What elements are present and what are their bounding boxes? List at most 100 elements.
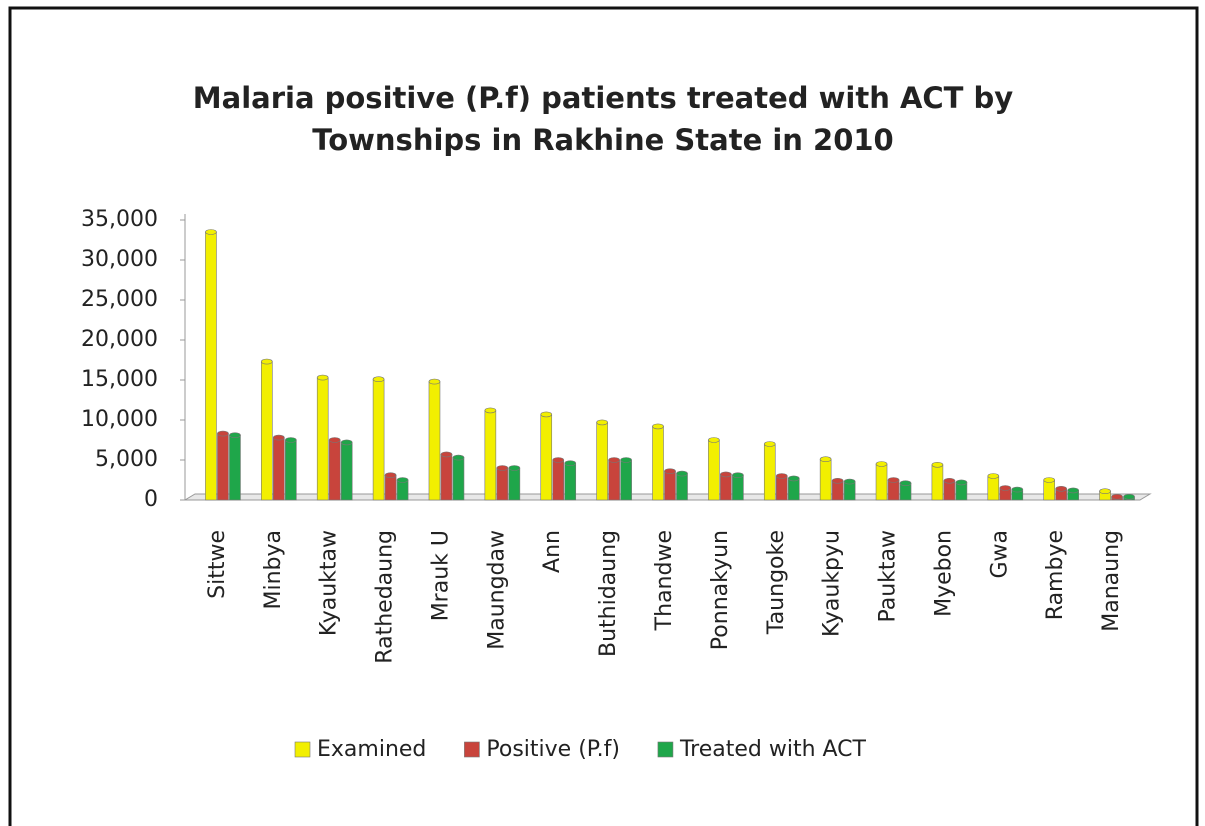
bar-cap <box>273 434 285 441</box>
bar <box>205 231 217 501</box>
x-tick-label: Minbya <box>261 530 286 610</box>
bar-cap <box>1043 477 1055 483</box>
bar-cap <box>720 471 732 478</box>
bar-cap <box>955 479 968 486</box>
bar <box>931 464 944 501</box>
frame <box>8 6 1199 826</box>
bar <box>452 457 465 501</box>
bar <box>987 475 1000 501</box>
bar <box>229 434 241 501</box>
bar-cap <box>261 358 273 365</box>
legend-swatch <box>657 741 674 758</box>
bar <box>440 454 453 501</box>
x-tick-label: Thandwe <box>652 530 677 631</box>
y-tick-label: 0 <box>144 487 158 512</box>
bar-cap <box>875 461 888 467</box>
x-tick-label: Manaung <box>1099 530 1124 632</box>
x-tick-label: Buthidaung <box>596 530 621 657</box>
bar <box>552 459 565 501</box>
y-tick-label: 20,000 <box>81 327 158 352</box>
bar-cap <box>676 470 688 477</box>
bar-cap <box>1111 493 1123 500</box>
bar <box>1043 479 1055 501</box>
bar <box>708 439 720 501</box>
bar-cap <box>664 468 676 475</box>
y-tick-label: 15,000 <box>81 367 158 392</box>
bar <box>620 459 632 501</box>
bar <box>732 474 744 501</box>
bar <box>887 479 900 501</box>
bar <box>384 474 397 501</box>
x-tick-label: Pauktaw <box>876 530 901 623</box>
bar-cap <box>620 457 632 463</box>
legend-label: Positive (P.f) <box>486 737 620 762</box>
bar-cap <box>428 378 441 385</box>
bar-cap <box>396 477 409 483</box>
bar-cap <box>943 477 956 484</box>
bar <box>819 458 832 501</box>
bar-cap <box>732 472 744 479</box>
bar-cap <box>775 473 788 479</box>
legend-swatch <box>464 741 480 758</box>
bar-cap <box>708 437 720 443</box>
y-tick-label: 25,000 <box>81 287 158 312</box>
bar-cap <box>496 465 509 471</box>
x-tick-label: Mrauk U <box>428 530 453 621</box>
x-tick-label: Gwa <box>987 530 1012 579</box>
bar-cap <box>205 229 217 235</box>
bar-cap <box>1055 485 1067 492</box>
bar <box>372 378 385 501</box>
x-tick-label: Kyaukpyu <box>820 530 845 637</box>
x-tick-label: Ponnakyun <box>708 530 733 650</box>
bar <box>496 467 509 501</box>
bar-cap <box>1123 493 1135 500</box>
legend-label: Examined <box>317 737 426 762</box>
x-tick-label: Ann <box>540 530 565 573</box>
bar <box>720 474 732 501</box>
bar-cap <box>831 477 844 484</box>
y-tick-label: 5,000 <box>95 447 158 472</box>
bar <box>261 361 273 501</box>
bar <box>676 473 688 501</box>
bar-cap <box>540 411 553 418</box>
bar <box>508 467 521 501</box>
bar <box>540 414 553 501</box>
bar <box>564 462 577 501</box>
bar-cap <box>484 407 497 414</box>
bar-cap <box>217 430 229 437</box>
y-tick-label: 30,000 <box>81 247 158 272</box>
bar-cap <box>384 472 397 479</box>
bar-cap <box>819 456 832 463</box>
bar <box>608 459 620 501</box>
bar-cap <box>229 432 241 439</box>
bar-cap <box>931 461 944 468</box>
bar-cap <box>899 480 912 487</box>
y-tick-label: 10,000 <box>81 407 158 432</box>
bar <box>273 437 285 501</box>
bar <box>763 443 776 501</box>
bar-cap <box>787 475 800 482</box>
bar <box>875 463 888 501</box>
bar <box>328 439 341 501</box>
x-tick-label: Kyauktaw <box>317 530 342 636</box>
bar-cap <box>340 439 353 446</box>
x-tick-label: Sittwe <box>205 530 230 599</box>
bar-cap <box>763 441 776 447</box>
bar <box>484 410 497 501</box>
bar <box>652 426 664 501</box>
bar <box>596 422 608 501</box>
bar <box>316 377 329 501</box>
bar-cap <box>316 374 329 381</box>
legend-label: Treated with ACT <box>679 737 867 762</box>
legend-swatch <box>294 741 311 758</box>
bar-cap <box>999 485 1012 491</box>
bar-cap <box>1067 487 1079 494</box>
x-tick-label: Taungoke <box>764 530 789 635</box>
x-tick-label: Maungdaw <box>484 530 509 650</box>
bar <box>943 480 956 501</box>
y-tick-label: 35,000 <box>81 207 158 232</box>
bar <box>831 480 844 501</box>
bar-cap <box>372 376 385 383</box>
bar-cap <box>608 457 620 463</box>
